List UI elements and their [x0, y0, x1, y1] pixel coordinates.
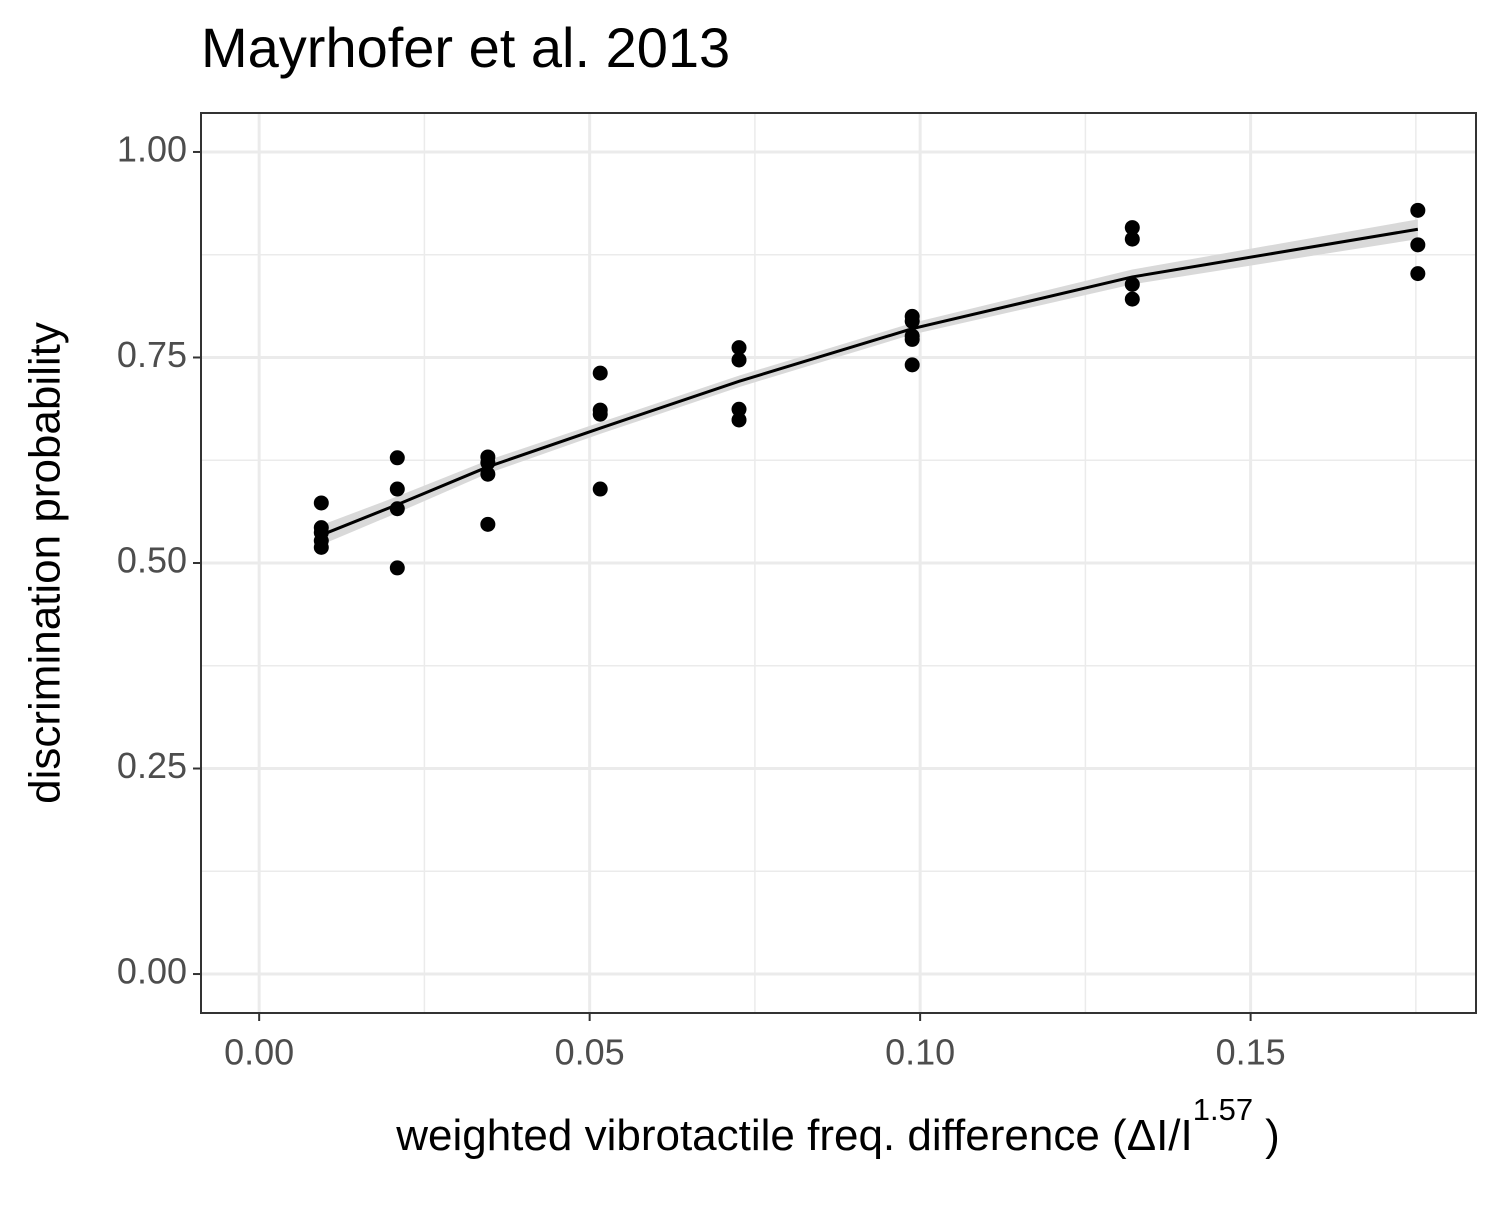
x-axis-label-sup: 1.57 — [1193, 1092, 1253, 1127]
data-point — [592, 406, 608, 422]
y-tick-label: 0.25 — [117, 745, 187, 786]
data-point — [1124, 220, 1140, 236]
y-axis-label: discrimination probability — [21, 322, 70, 804]
x-tick-label: 0.05 — [555, 1032, 625, 1073]
y-tick-label: 0.00 — [117, 951, 187, 992]
x-tick-label: 0.15 — [1216, 1032, 1286, 1073]
data-point — [731, 412, 747, 428]
data-point — [389, 560, 405, 576]
data-point — [480, 466, 496, 482]
y-tick-label: 0.75 — [117, 334, 187, 375]
data-point — [1124, 291, 1140, 307]
data-point — [904, 331, 920, 347]
data-point — [480, 516, 496, 532]
x-axis-label-end: ) — [1265, 1111, 1280, 1160]
data-point — [1410, 202, 1426, 218]
data-point — [731, 401, 747, 417]
y-tick-label: 0.50 — [117, 540, 187, 581]
confidence-band — [321, 219, 1418, 545]
x-axis-label-main: weighted vibrotactile freq. difference (… — [395, 1111, 1193, 1160]
x-tick-label: 0.00 — [224, 1032, 294, 1073]
y-tick-label: 1.00 — [117, 128, 187, 169]
data-point — [904, 313, 920, 329]
data-point — [1124, 276, 1140, 292]
data-point — [904, 357, 920, 373]
data-point — [313, 539, 329, 555]
data-point — [389, 481, 405, 497]
data-point — [592, 365, 608, 381]
chart-title: Mayrhofer et al. 2013 — [201, 16, 730, 79]
data-point — [1410, 237, 1426, 253]
data-point — [731, 352, 747, 368]
data-point — [592, 481, 608, 497]
data-point — [731, 340, 747, 356]
data-point — [1124, 231, 1140, 247]
fit-line — [320, 227, 1419, 537]
x-axis-label: weighted vibrotactile freq. difference (… — [395, 1092, 1280, 1159]
data-point — [313, 495, 329, 511]
data-point — [389, 450, 405, 466]
x-tick-label: 0.10 — [885, 1032, 955, 1073]
plot-border — [200, 112, 1477, 1014]
data-point — [1410, 266, 1426, 282]
